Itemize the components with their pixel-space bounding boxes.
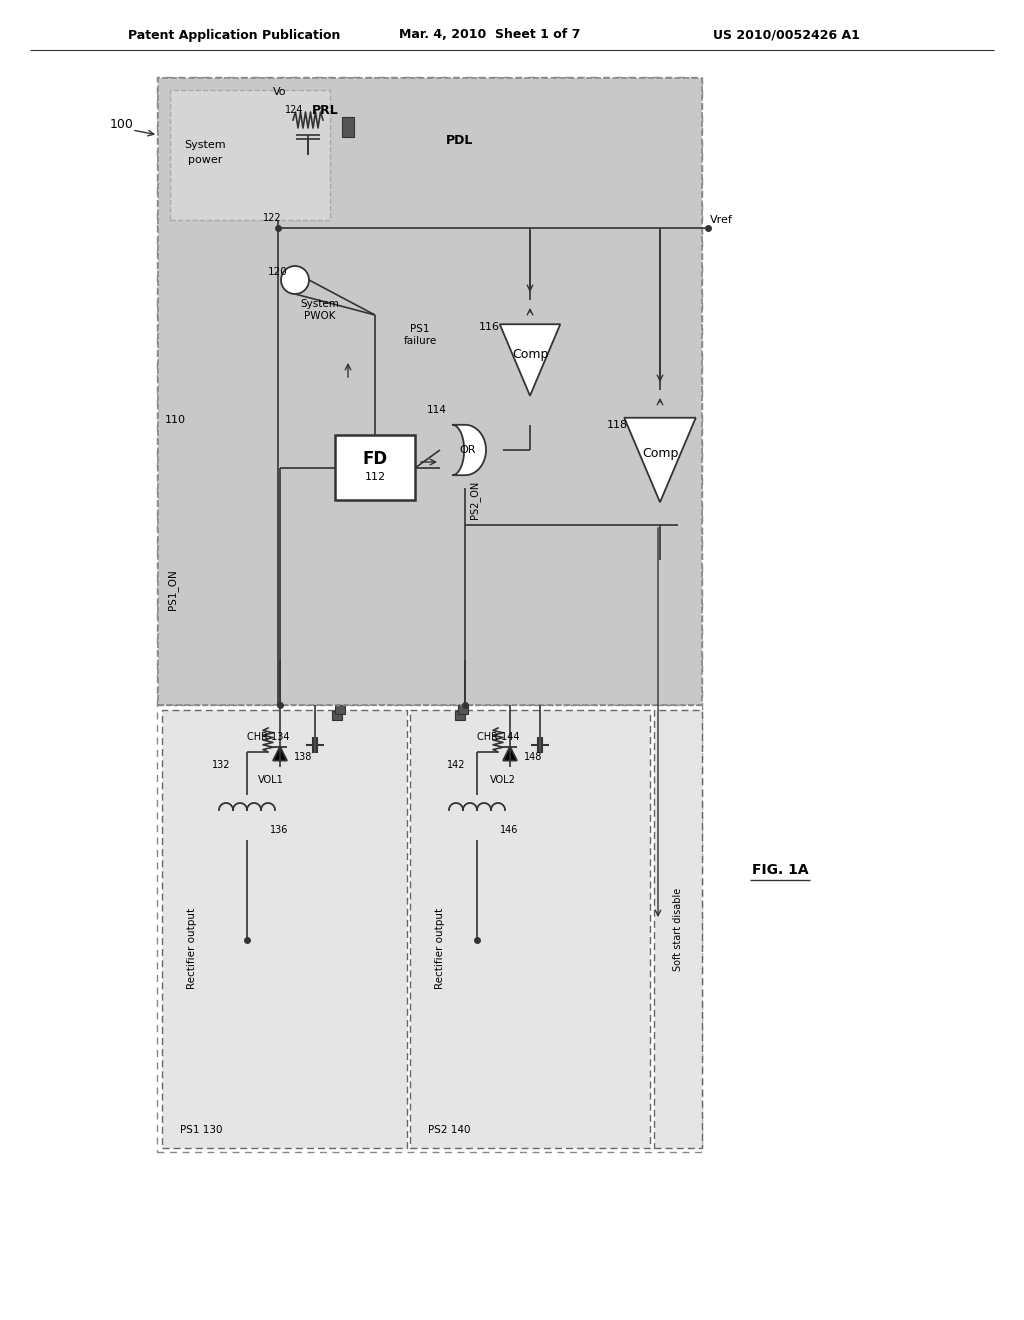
FancyBboxPatch shape bbox=[335, 436, 415, 500]
Text: 136: 136 bbox=[270, 825, 289, 836]
Bar bbox=[342, 117, 354, 137]
Text: 100: 100 bbox=[110, 119, 134, 132]
Text: Comp: Comp bbox=[642, 447, 678, 461]
Text: PS2_ON: PS2_ON bbox=[470, 480, 480, 519]
Text: 118: 118 bbox=[606, 420, 628, 430]
Bar bbox=[458, 705, 468, 714]
Text: 132: 132 bbox=[212, 760, 230, 770]
Text: Comp: Comp bbox=[512, 348, 548, 362]
Text: 124: 124 bbox=[285, 106, 303, 115]
Text: Rectifier output: Rectifier output bbox=[435, 907, 445, 989]
Text: PRL: PRL bbox=[311, 103, 338, 116]
FancyBboxPatch shape bbox=[410, 710, 650, 1148]
Text: OR: OR bbox=[460, 445, 476, 455]
Text: 112: 112 bbox=[365, 473, 386, 483]
Text: PS2 140: PS2 140 bbox=[428, 1125, 470, 1135]
Text: FIG. 1A: FIG. 1A bbox=[752, 863, 808, 876]
Text: PS1 130: PS1 130 bbox=[180, 1125, 222, 1135]
Text: FD: FD bbox=[362, 450, 387, 469]
Polygon shape bbox=[453, 425, 486, 475]
Text: System: System bbox=[184, 140, 226, 150]
Text: US 2010/0052426 A1: US 2010/0052426 A1 bbox=[713, 29, 860, 41]
Text: 146: 146 bbox=[500, 825, 518, 836]
Bar bbox=[455, 711, 465, 719]
Text: CHR 134: CHR 134 bbox=[247, 733, 289, 742]
Text: 116: 116 bbox=[478, 322, 500, 333]
Text: PS1_ON: PS1_ON bbox=[168, 570, 178, 610]
Text: VOL1: VOL1 bbox=[258, 775, 284, 785]
Text: 122: 122 bbox=[263, 213, 282, 223]
Bar bbox=[332, 711, 342, 719]
Circle shape bbox=[281, 267, 309, 294]
Polygon shape bbox=[503, 747, 517, 760]
Bar bbox=[335, 705, 345, 714]
Text: Vo: Vo bbox=[273, 87, 287, 96]
FancyBboxPatch shape bbox=[162, 710, 407, 1148]
Polygon shape bbox=[273, 747, 287, 760]
Polygon shape bbox=[500, 325, 560, 396]
Text: 114: 114 bbox=[427, 405, 446, 414]
Text: VOL2: VOL2 bbox=[490, 775, 516, 785]
Text: 142: 142 bbox=[446, 760, 465, 770]
Text: power: power bbox=[187, 154, 222, 165]
Text: System
PWOK: System PWOK bbox=[301, 300, 339, 321]
FancyBboxPatch shape bbox=[158, 78, 702, 705]
FancyBboxPatch shape bbox=[654, 710, 702, 1148]
Text: PS1
failure: PS1 failure bbox=[403, 325, 436, 346]
Text: Vref: Vref bbox=[710, 215, 733, 224]
Text: PDL: PDL bbox=[446, 133, 474, 147]
Text: Soft start disable: Soft start disable bbox=[673, 887, 683, 970]
Text: 120: 120 bbox=[268, 267, 288, 277]
Text: Patent Application Publication: Patent Application Publication bbox=[128, 29, 340, 41]
Text: 110: 110 bbox=[165, 414, 186, 425]
Text: 138: 138 bbox=[294, 752, 312, 762]
FancyBboxPatch shape bbox=[170, 90, 330, 220]
Text: Mar. 4, 2010  Sheet 1 of 7: Mar. 4, 2010 Sheet 1 of 7 bbox=[399, 29, 581, 41]
Polygon shape bbox=[625, 417, 695, 502]
Text: 148: 148 bbox=[524, 752, 542, 762]
Text: CHR 144: CHR 144 bbox=[477, 733, 519, 742]
Text: Rectifier output: Rectifier output bbox=[187, 907, 197, 989]
